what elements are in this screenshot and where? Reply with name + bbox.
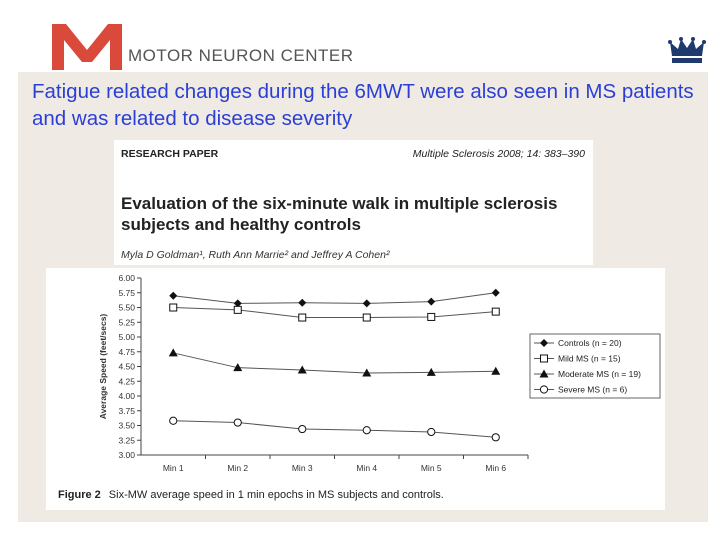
figure-panel: 6.00 5.75 5.50 5.25 5.00 4.75 4.50 4.25 4.00 3.75… <box>46 268 665 510</box>
data-point-s1-5 <box>491 307 500 316</box>
legend-marker-3 <box>539 385 549 394</box>
legend-label-2: Moderate MS (n = 19) <box>558 369 641 379</box>
data-point-s0-2 <box>298 298 307 307</box>
y-tick-label: 3.75 <box>118 406 135 416</box>
data-point-s3-4 <box>427 427 436 437</box>
journal-citation: Multiple Sclerosis 2008; 14: 383–390 <box>412 148 585 160</box>
y-tick-label: 3.00 <box>118 450 135 460</box>
crown-icon <box>668 37 706 63</box>
series-line-3 <box>173 420 496 438</box>
data-point-s2-3 <box>362 368 372 377</box>
data-point-s1-2 <box>298 313 307 322</box>
x-tick-label: Min 4 <box>356 463 377 473</box>
figure-caption: Figure 2 Six-MW average speed in 1 min ep… <box>58 489 444 501</box>
data-point-s2-2 <box>297 365 307 374</box>
y-tick-label: 5.50 <box>118 303 135 313</box>
legend-label-1: Mild MS (n = 15) <box>558 354 621 364</box>
x-tick-label: Min 3 <box>292 463 313 473</box>
data-point-s0-0 <box>169 291 178 300</box>
legend-marker-0 <box>540 339 548 347</box>
data-point-s3-0 <box>169 416 178 425</box>
legend-label-3: Severe MS (n = 6) <box>558 385 627 395</box>
paper-type: RESEARCH PAPER <box>121 148 219 160</box>
figure-caption-text: Six-MW average speed in 1 min epochs in … <box>108 489 444 501</box>
data-point-s3-1 <box>233 418 242 427</box>
data-point-s1-4 <box>427 312 436 321</box>
data-point-s0-5 <box>491 288 500 297</box>
data-point-s2-0 <box>168 348 178 357</box>
figure-label: Figure 2 <box>58 489 101 501</box>
legend-label-0: Controls (n = 20) <box>558 338 622 348</box>
y-tick-label: 4.75 <box>118 347 135 357</box>
y-tick-label: 3.50 <box>118 421 135 431</box>
speed-chart: 6.00 5.75 5.50 5.25 5.00 4.75 4.50 4.25 4.00 3.75… <box>98 273 661 473</box>
y-tick-label: 4.00 <box>118 391 135 401</box>
data-point-s2-4 <box>426 367 436 376</box>
paper-title: Evaluation of the six-minute walk in mul… <box>121 194 558 234</box>
y-tick-label: 6.00 <box>118 273 135 283</box>
x-tick-label: Min 5 <box>421 463 442 473</box>
x-tick-label: Min 2 <box>227 463 248 473</box>
data-point-s2-5 <box>491 366 501 375</box>
brand-name: MOTOR NEURON CENTER <box>128 46 354 65</box>
data-point-s1-3 <box>362 313 371 322</box>
y-tick-label: 5.00 <box>118 332 135 342</box>
data-point-s0-1 <box>233 299 242 308</box>
series-line-0 <box>173 292 496 304</box>
data-point-s3-3 <box>362 426 371 435</box>
legend-marker-2 <box>539 369 549 378</box>
series-line-1 <box>173 307 496 319</box>
y-tick-label: 5.75 <box>118 288 135 298</box>
data-point-s3-2 <box>298 424 307 434</box>
data-point-s0-4 <box>427 297 436 306</box>
data-point-s1-1 <box>233 305 242 314</box>
data-point-s1-0 <box>169 303 178 312</box>
paper-authors: Myla D Goldman¹, Ruth Ann Marrie² and Je… <box>121 249 390 261</box>
x-tick-label: Min 6 <box>485 463 506 473</box>
x-tick-label: Min 1 <box>163 463 184 473</box>
mnc-logo <box>52 24 122 70</box>
slide-title: Fatigue related changes during the 6MWT … <box>32 80 694 130</box>
data-point-s2-1 <box>233 363 243 372</box>
data-point-s3-5 <box>491 433 500 442</box>
legend-marker-1 <box>540 354 548 363</box>
y-tick-label: 5.25 <box>118 317 135 327</box>
data-point-s0-3 <box>362 299 371 308</box>
series-line-2 <box>173 352 496 374</box>
legend-box <box>529 333 661 399</box>
y-tick-label: 4.25 <box>118 376 135 386</box>
y-axis-label: Average Speed (feet/secs) <box>98 314 108 420</box>
y-tick-label: 3.25 <box>118 435 135 445</box>
y-tick-label: 4.50 <box>118 362 135 372</box>
paper-header: RESEARCH PAPER Multiple Sclerosis 2008; … <box>114 140 593 265</box>
